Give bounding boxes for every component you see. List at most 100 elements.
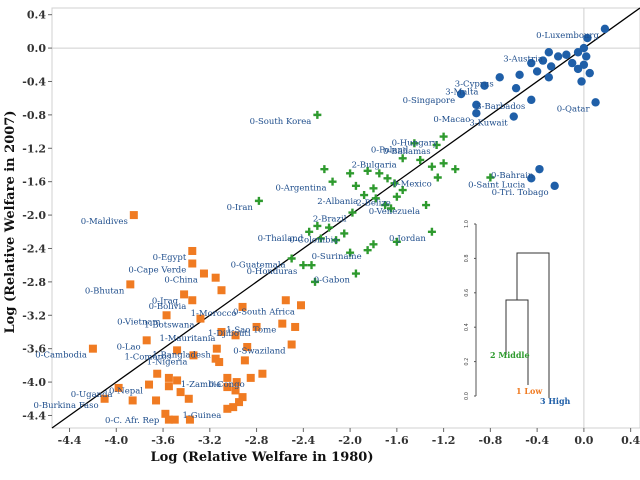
middle-point — [299, 261, 308, 270]
point-label: 0-C. Afr. Rep — [105, 416, 160, 426]
middle-point — [387, 204, 396, 213]
point-label: 0-Saint Lucia — [468, 180, 525, 190]
point-label: 0-Uganda — [71, 390, 113, 400]
low-point — [173, 346, 182, 355]
middle-point — [351, 269, 360, 278]
high-point — [527, 174, 536, 183]
low-point — [252, 322, 261, 331]
dendrogram-tick-label: 0.0 — [464, 392, 470, 400]
low-point — [185, 415, 194, 424]
middle-point — [375, 169, 384, 178]
low-point — [128, 396, 137, 405]
middle-point — [340, 229, 349, 238]
x-tick-label: -3.2 — [198, 434, 222, 447]
point-label: 0-Singapore — [403, 96, 455, 106]
high-point — [532, 67, 542, 76]
low-point — [258, 369, 267, 378]
low-point — [189, 351, 198, 360]
high-point — [585, 68, 594, 78]
middle-point — [398, 186, 407, 195]
point-label: 0-Colombia — [289, 235, 338, 245]
low-point — [188, 259, 197, 268]
middle-point — [451, 165, 460, 174]
point-label: 0-Honduras — [247, 267, 298, 277]
plot-frame — [51, 7, 640, 429]
point-label: 2-Bulgaria — [352, 160, 397, 170]
point-label: 0-Tri. Tobago — [492, 188, 549, 198]
low-point — [161, 409, 170, 418]
middle-point — [363, 166, 372, 175]
low-point — [235, 398, 244, 407]
point-label: 2-Albania — [317, 197, 358, 207]
middle-point — [433, 173, 442, 182]
low-point — [142, 336, 151, 345]
low-point — [176, 388, 185, 397]
middle-point — [332, 236, 341, 245]
dendrogram-tick-label: 0.4 — [464, 323, 470, 331]
y-tick-label: -4.0 — [22, 376, 46, 389]
x-tick-label: -1.2 — [432, 434, 456, 447]
middle-point — [410, 139, 419, 148]
high-point — [472, 109, 481, 118]
high-point — [535, 164, 544, 174]
middle-point — [486, 173, 495, 182]
point-label: 0-Maldives — [81, 217, 128, 227]
low-point — [184, 394, 193, 403]
low-point — [212, 344, 221, 353]
middle-point — [427, 162, 436, 171]
point-label: 0-Bahrain — [491, 171, 534, 181]
low-point — [211, 273, 220, 282]
point-label: 1-Djibouti — [208, 329, 251, 339]
low-point — [164, 382, 173, 391]
x-tick-label: -0.8 — [479, 434, 503, 447]
point-label: 0-Nepal — [109, 387, 143, 397]
low-point — [188, 246, 197, 255]
high-point — [527, 95, 536, 105]
high-point — [579, 60, 589, 69]
middle-point — [313, 110, 322, 119]
low-point — [232, 378, 241, 387]
point-label: 0-Thailand — [258, 234, 304, 244]
low-point — [231, 331, 240, 340]
x-tick-label: 0.0 — [574, 434, 593, 447]
point-label: 0-Venezuela — [369, 207, 420, 217]
dendrogram-branches — [505, 252, 550, 398]
dendrogram-tick-label: 0.6 — [464, 289, 470, 297]
point-label: 1-Guinea — [183, 411, 222, 421]
point-label: 3-Austria — [503, 54, 543, 64]
point-label: 1-Comoros — [124, 352, 171, 362]
point-label: 3-Malta — [445, 88, 478, 98]
middle-point — [416, 155, 425, 164]
middle-point — [325, 223, 334, 232]
low-point — [170, 415, 179, 424]
middle-point — [351, 181, 360, 190]
low-point — [217, 327, 226, 336]
low-point — [129, 211, 138, 220]
low-point — [153, 369, 162, 378]
low-point — [173, 376, 182, 385]
dendrogram-ticks: 1.0 0.8 0.6 0.4 0.2 0.0 — [464, 220, 476, 400]
point-label: 0-China — [164, 276, 198, 286]
point-label: 1-Zambia — [181, 380, 222, 390]
middle-point — [371, 194, 380, 203]
data-marks — [88, 24, 610, 424]
high-point — [583, 33, 592, 43]
high-point — [577, 77, 586, 86]
point-label: 0-Bolivia — [149, 302, 187, 312]
middle-point — [427, 227, 436, 236]
high-point — [553, 52, 563, 61]
y-tick-label: -4.4 — [22, 409, 46, 422]
middle-point — [346, 169, 355, 178]
low-point — [223, 383, 232, 392]
high-point — [550, 181, 559, 191]
low-point — [164, 373, 173, 382]
middle-point — [320, 165, 329, 174]
dendrogram-tick-label: 0.8 — [464, 254, 470, 262]
point-label: 0-Cape Verde — [128, 266, 186, 276]
middle-point — [392, 192, 401, 201]
point-label: 0-South Africa — [233, 307, 295, 317]
point-label: 2-Belize — [356, 199, 391, 209]
x-tick-label: -4.0 — [104, 434, 128, 447]
x-tick-label: -4.4 — [58, 434, 82, 447]
